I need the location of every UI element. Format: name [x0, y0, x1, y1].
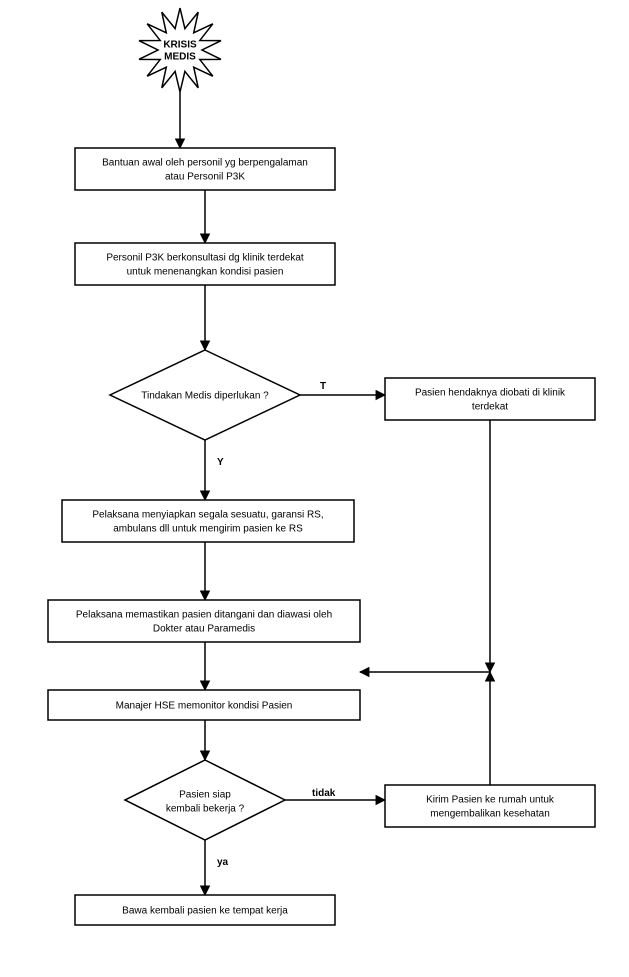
process-box: [385, 785, 595, 827]
process-box: [385, 378, 595, 420]
node-text: atau Personil P3K: [165, 172, 245, 183]
node-text: untuk menenangkan kondisi pasien: [127, 267, 284, 278]
node-text: Pelaksana memastikan pasien ditangani da…: [76, 610, 332, 621]
node-text: kembali bekerja ?: [166, 804, 245, 815]
burst-label: KRISIS: [163, 40, 197, 51]
node-text: Pasien hendaknya diobati di klinik: [415, 388, 566, 399]
node-text: Bawa kembali pasien ke tempat kerja: [122, 906, 288, 917]
process-box: [75, 148, 335, 190]
process-box: [62, 500, 354, 542]
node-text: ambulans dll untuk mengirim pasien ke RS: [113, 524, 303, 535]
process-box: [48, 600, 360, 642]
node-text: Pelaksana menyiapkan segala sesuatu, gar…: [92, 510, 323, 521]
flowchart: KRISISMEDIS Bantuan awal oleh personil yg…: [0, 0, 629, 977]
burst-label: MEDIS: [164, 52, 196, 63]
nodes: Bantuan awal oleh personil yg berpengala…: [48, 148, 595, 925]
branch-label: tidak: [312, 788, 336, 799]
node-text: Kirim Pasien ke rumah untuk: [426, 795, 555, 806]
node-text: Tindakan Medis diperlukan ?: [141, 391, 269, 402]
node-text: terdekat: [472, 402, 508, 413]
process-box: [75, 243, 335, 285]
node-text: mengembalikan kesehatan: [430, 809, 550, 820]
node-text: Pasien siap: [179, 790, 231, 801]
node-text: Manajer HSE memonitor kondisi Pasien: [116, 701, 293, 712]
branch-label: Y: [217, 457, 224, 468]
node-text: Dokter atau Paramedis: [153, 624, 255, 635]
branch-label: T: [320, 381, 326, 392]
branch-label: ya: [217, 857, 229, 868]
node-text: Bantuan awal oleh personil yg berpengala…: [102, 158, 308, 169]
node-text: Personil P3K berkonsultasi dg klinik ter…: [106, 253, 304, 264]
